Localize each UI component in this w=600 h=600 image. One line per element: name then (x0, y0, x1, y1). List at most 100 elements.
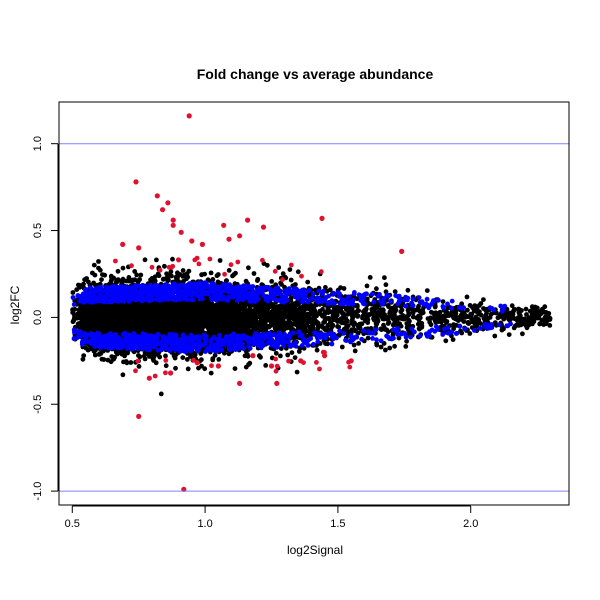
point (288, 320, 294, 326)
point (134, 272, 140, 278)
point (189, 324, 195, 329)
point (245, 325, 251, 330)
point (271, 312, 276, 318)
point (173, 365, 178, 371)
point (199, 319, 205, 325)
point (547, 323, 553, 328)
point (310, 325, 316, 330)
point (295, 269, 301, 275)
point (379, 314, 385, 320)
point (419, 323, 425, 329)
point (374, 321, 379, 327)
point (304, 311, 310, 317)
point (509, 303, 515, 309)
point (136, 309, 142, 315)
point (344, 325, 349, 331)
point (390, 316, 396, 321)
point (76, 311, 82, 316)
point (252, 312, 257, 318)
point (511, 315, 516, 321)
point (82, 277, 87, 283)
point (372, 311, 378, 316)
point (85, 347, 91, 353)
point (398, 309, 404, 315)
point (81, 281, 86, 287)
point (403, 344, 409, 349)
point (292, 355, 298, 360)
point (92, 352, 98, 358)
point (416, 313, 421, 319)
point (521, 321, 527, 327)
point (137, 277, 142, 283)
point (323, 285, 328, 290)
point (96, 304, 102, 310)
point (314, 347, 320, 353)
point (247, 328, 252, 334)
point (92, 272, 98, 278)
point (162, 263, 167, 269)
point (537, 321, 543, 326)
point (216, 357, 222, 362)
point (392, 289, 398, 294)
point (362, 307, 368, 313)
point (202, 366, 208, 372)
point (332, 310, 338, 316)
point (278, 310, 283, 316)
point (199, 272, 205, 278)
point (235, 303, 241, 309)
point (136, 364, 142, 369)
point (121, 359, 126, 365)
point (196, 365, 201, 371)
point (492, 320, 498, 325)
point (416, 303, 421, 309)
point (256, 353, 262, 359)
point (138, 272, 144, 278)
point (200, 303, 205, 309)
point (96, 259, 101, 264)
point (519, 308, 524, 313)
point (451, 324, 457, 329)
point (439, 319, 444, 325)
point (163, 363, 169, 369)
point (172, 355, 178, 361)
point (397, 314, 403, 320)
point (142, 322, 148, 328)
point (142, 356, 148, 362)
point (255, 278, 260, 283)
point (304, 322, 310, 328)
point (444, 311, 449, 316)
point (269, 279, 275, 284)
point (251, 271, 257, 276)
point (74, 315, 79, 321)
point (128, 360, 134, 365)
point (91, 348, 97, 354)
point (99, 277, 104, 282)
point (238, 325, 244, 331)
point (250, 323, 256, 329)
point (80, 356, 86, 362)
point (115, 268, 121, 274)
point (188, 308, 193, 314)
point (396, 335, 402, 341)
point (181, 272, 187, 278)
point (534, 305, 540, 311)
data-points (70, 113, 553, 492)
point (296, 308, 301, 314)
point (183, 313, 189, 319)
point (130, 277, 136, 283)
point (215, 272, 221, 277)
point (208, 370, 214, 376)
point (170, 256, 175, 262)
point (338, 316, 344, 321)
point (263, 318, 269, 324)
point (529, 304, 535, 310)
point (406, 322, 411, 327)
point (192, 321, 198, 326)
point (81, 353, 87, 358)
point (356, 341, 361, 346)
point (158, 391, 164, 397)
point (180, 355, 186, 360)
point (120, 265, 126, 271)
point (77, 283, 83, 288)
point (212, 313, 217, 319)
